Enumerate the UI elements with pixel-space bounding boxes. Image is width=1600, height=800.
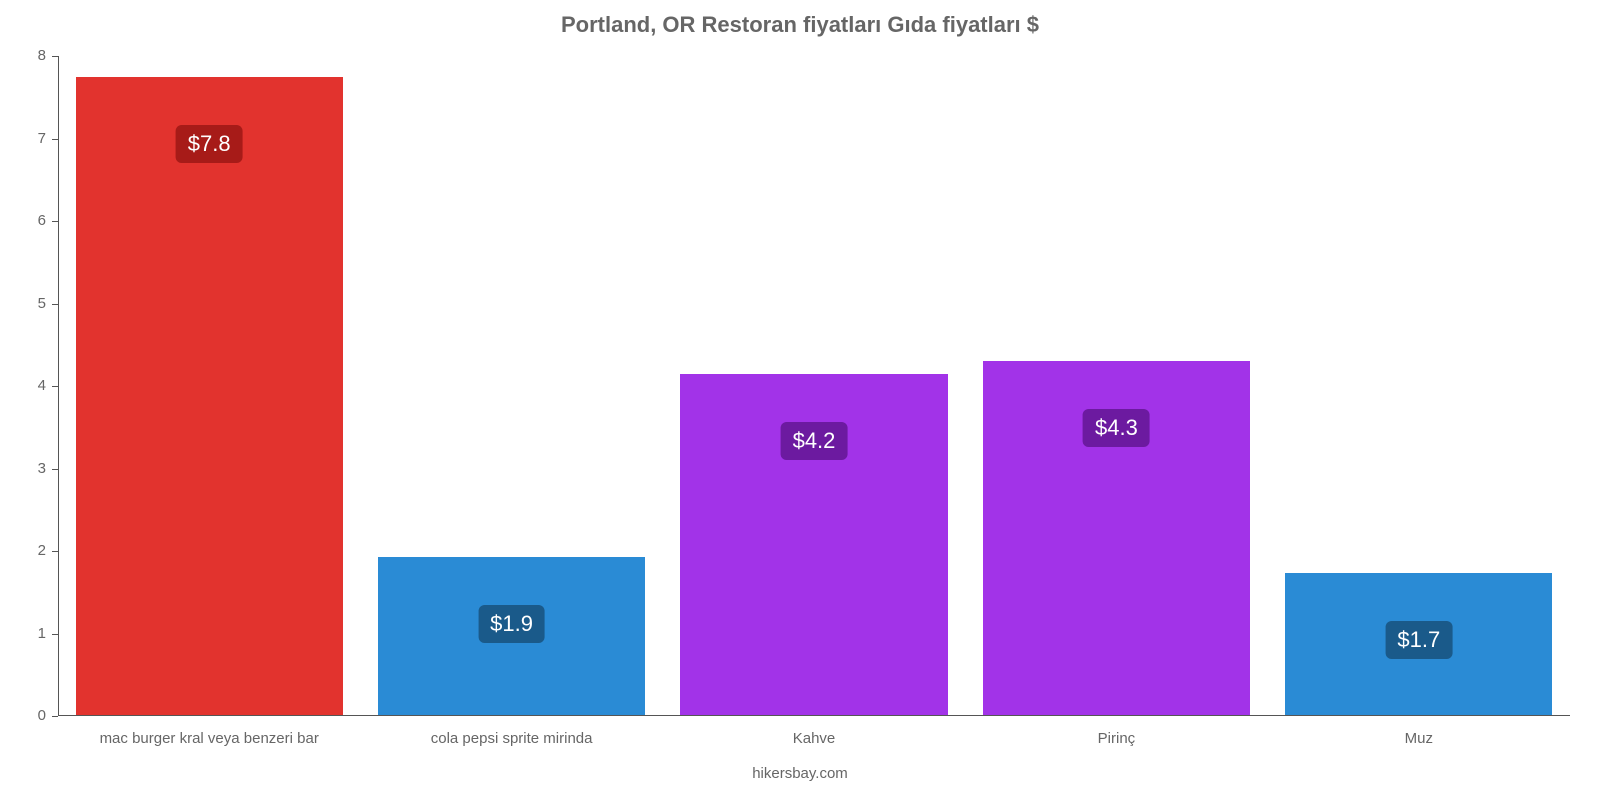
- bar-slot: $4.2Kahve: [663, 56, 965, 716]
- y-tick-label: 1: [38, 625, 46, 642]
- bar: $4.2: [679, 373, 948, 715]
- y-tick-label: 5: [38, 295, 46, 312]
- bar-slot: $1.7Muz: [1268, 56, 1570, 716]
- bar: $4.3: [982, 360, 1251, 715]
- price-bar-chart: Portland, OR Restoran fiyatları Gıda fiy…: [0, 0, 1600, 800]
- bar-value-label: $7.8: [176, 125, 243, 163]
- bar-slot: $7.8mac burger kral veya benzeri bar: [58, 56, 360, 716]
- bars-layer: $7.8mac burger kral veya benzeri bar$1.9…: [58, 56, 1570, 716]
- category-label: cola pepsi sprite mirinda: [360, 730, 662, 747]
- category-label: Kahve: [663, 730, 965, 747]
- bar-slot: $1.9cola pepsi sprite mirinda: [360, 56, 662, 716]
- bar-value-label: $1.7: [1385, 621, 1452, 659]
- y-tick-mark: [52, 716, 58, 717]
- bar-value-label: $4.2: [781, 422, 848, 460]
- category-label: Pirinç: [965, 730, 1267, 747]
- bar-slot: $4.3Pirinç: [965, 56, 1267, 716]
- y-tick-label: 6: [38, 212, 46, 229]
- y-tick-label: 0: [38, 707, 46, 724]
- bar: $7.8: [75, 76, 344, 715]
- bar-value-label: $1.9: [478, 605, 545, 643]
- y-tick-label: 7: [38, 130, 46, 147]
- category-label: Muz: [1268, 730, 1570, 747]
- bar: $1.7: [1284, 572, 1553, 715]
- category-label: mac burger kral veya benzeri bar: [58, 730, 360, 747]
- bar-value-label: $4.3: [1083, 409, 1150, 447]
- credit-text: hikersbay.com: [0, 765, 1600, 782]
- y-tick-label: 3: [38, 460, 46, 477]
- y-tick-label: 4: [38, 377, 46, 394]
- y-tick-label: 2: [38, 542, 46, 559]
- chart-title: Portland, OR Restoran fiyatları Gıda fiy…: [0, 12, 1600, 38]
- plot-area: 012345678 $7.8mac burger kral veya benze…: [58, 56, 1570, 716]
- y-tick-label: 8: [38, 47, 46, 64]
- bar: $1.9: [377, 556, 646, 715]
